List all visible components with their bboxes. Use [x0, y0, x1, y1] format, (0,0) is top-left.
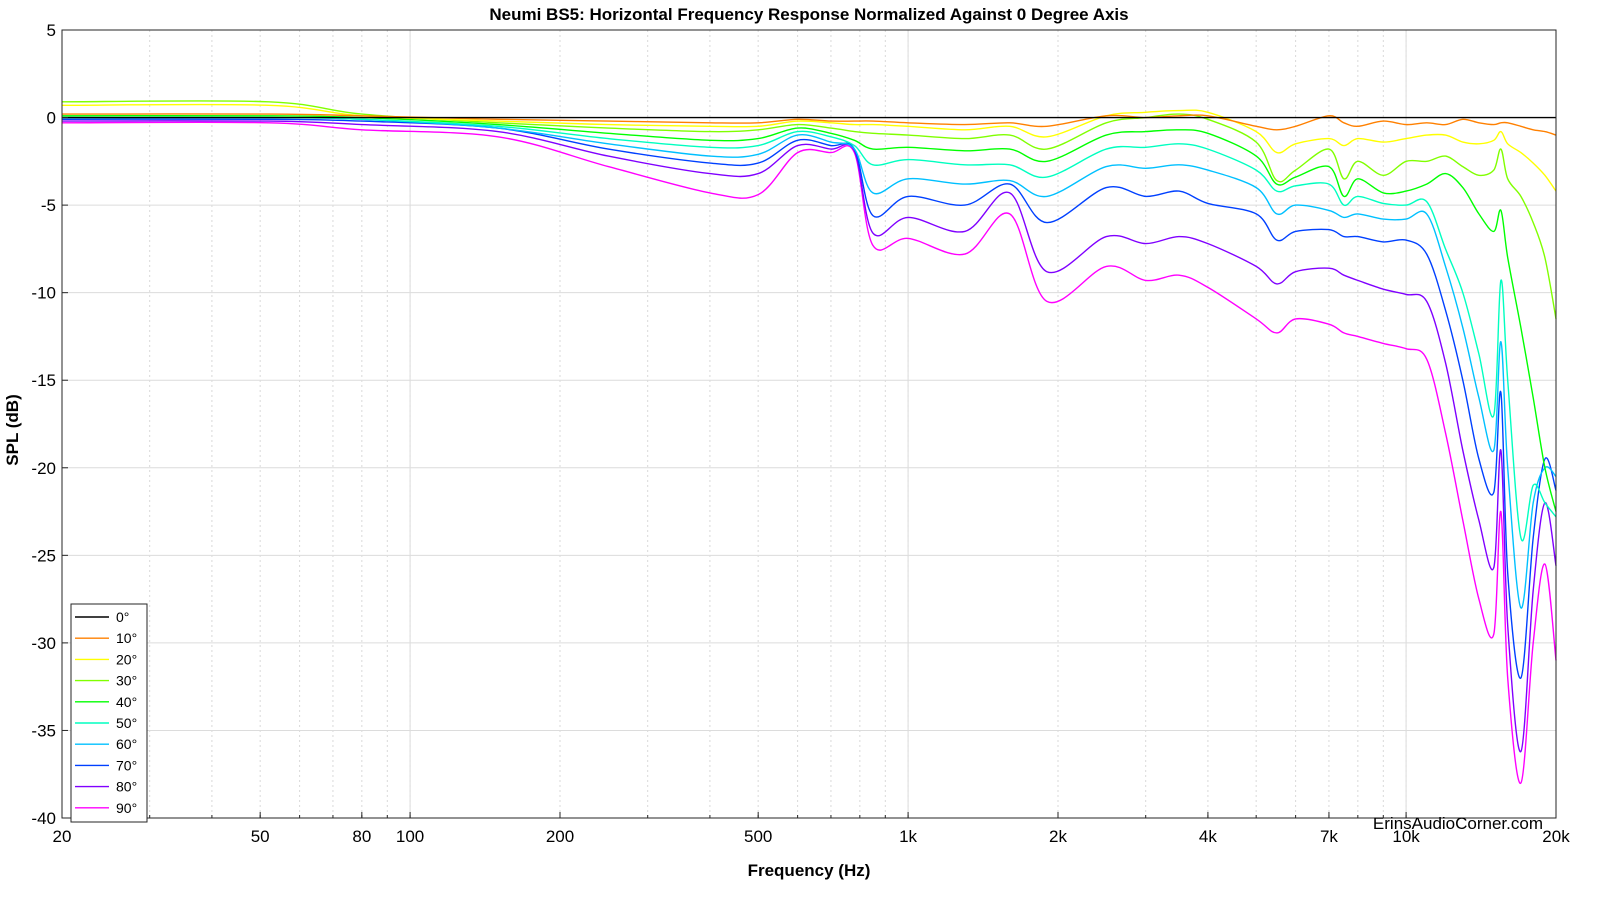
legend-label: 70° [116, 757, 137, 773]
series-lines [61, 100, 1557, 784]
watermark-text: ErinsAudioCorner.com [1373, 814, 1543, 833]
grid-lines [61, 29, 1557, 819]
legend-label: 50° [116, 715, 137, 731]
y-tick-label: 0 [47, 109, 56, 128]
legend-label: 80° [116, 779, 137, 795]
series-line-60deg [61, 116, 1557, 609]
chart-title: Neumi BS5: Horizontal Frequency Response… [489, 5, 1128, 24]
series-line-40deg [61, 114, 1557, 512]
x-tick-label: 1k [899, 827, 917, 846]
series-line-80deg [61, 120, 1557, 753]
legend-label: 60° [116, 736, 137, 752]
series-line-10deg [61, 113, 1557, 136]
legend-label: 20° [116, 651, 137, 667]
series-line-50deg [61, 116, 1557, 542]
y-tick-label: -20 [31, 459, 56, 478]
x-tick-label: 80 [352, 827, 371, 846]
x-axis-label: Frequency (Hz) [748, 861, 871, 880]
x-tick-label: 50 [251, 827, 270, 846]
legend-label: 0° [116, 609, 129, 625]
x-tick-label: 2k [1049, 827, 1067, 846]
x-tick-label: 200 [546, 827, 574, 846]
legend-box [70, 603, 148, 823]
series-line-70deg [61, 118, 1557, 679]
legend-label: 10° [116, 630, 137, 646]
y-tick-label: -15 [31, 371, 56, 390]
x-tick-label: 100 [396, 827, 424, 846]
series-line-20deg [61, 103, 1557, 192]
x-tick-label: 500 [744, 827, 772, 846]
y-tick-label: -40 [31, 809, 56, 828]
y-axis-label: SPL (dB) [3, 394, 22, 465]
x-tick-label: 20k [1542, 827, 1570, 846]
y-tick-label: 5 [47, 21, 56, 40]
y-tick-label: -10 [31, 284, 56, 303]
series-line-90deg [61, 121, 1557, 784]
x-tick-label: 7k [1320, 827, 1338, 846]
x-tick-label: 4k [1199, 827, 1217, 846]
legend-label: 30° [116, 673, 137, 689]
legend: 0° 10° 20° 30° 40° 50° 60° 70° 80° 90° [70, 603, 148, 823]
x-tick-label: 20 [53, 827, 72, 846]
y-tick-label: -35 [31, 721, 56, 740]
axis-ticks: 20 50 80 100 200 500 1k 2k 4k 7k 10k 20k50-5-10-15-… [31, 21, 1570, 846]
y-tick-label: -25 [31, 546, 56, 565]
legend-label: 40° [116, 694, 137, 710]
y-tick-label: -30 [31, 634, 56, 653]
legend-label: 90° [116, 800, 137, 816]
x-tick-label: 10k [1392, 827, 1420, 846]
plot-frame [61, 29, 1557, 819]
y-tick-label: -5 [41, 196, 56, 215]
